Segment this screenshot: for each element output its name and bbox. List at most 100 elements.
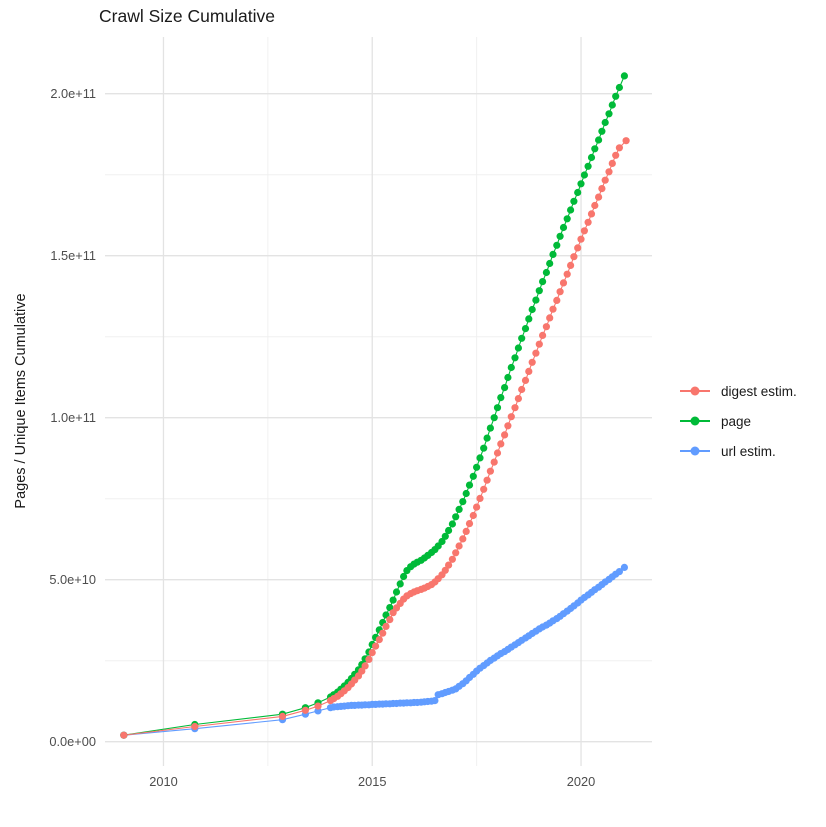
chart-title: Crawl Size Cumulative <box>99 6 276 26</box>
legend-item-digestestim: digest estim. <box>678 376 797 406</box>
data-point <box>525 315 533 323</box>
data-point <box>497 440 505 448</box>
data-point <box>567 261 575 269</box>
data-point <box>507 363 515 372</box>
legend-label: digest estim. <box>721 383 797 399</box>
data-point <box>608 101 616 109</box>
data-point <box>615 83 624 92</box>
y-tick-label: 0.0e+00 <box>49 734 96 749</box>
y-tick-label: 1.5e+11 <box>50 248 96 263</box>
data-point <box>598 127 606 135</box>
data-point <box>591 145 599 153</box>
data-point <box>528 358 536 366</box>
data-point <box>612 151 620 159</box>
data-point <box>539 278 547 286</box>
data-point <box>191 722 199 731</box>
data-point <box>577 235 585 243</box>
data-point <box>507 413 515 421</box>
data-point <box>518 334 526 342</box>
data-point <box>400 572 408 581</box>
legend-key-dot <box>690 386 700 396</box>
legend-key-icon <box>678 443 712 459</box>
data-point <box>574 188 582 197</box>
data-point <box>455 505 463 513</box>
legend-key-dot <box>690 446 700 456</box>
data-point <box>549 305 557 313</box>
data-point <box>459 498 467 506</box>
data-point <box>386 616 394 624</box>
data-point <box>542 323 551 331</box>
data-point <box>480 444 488 452</box>
data-point <box>490 458 498 466</box>
data-point <box>553 296 561 304</box>
data-point <box>368 649 376 657</box>
data-point <box>389 596 397 604</box>
data-point <box>459 535 467 543</box>
data-point <box>521 325 530 333</box>
data-point <box>473 503 481 511</box>
data-point <box>473 463 481 471</box>
legend-label: url estim. <box>721 443 776 459</box>
data-point <box>441 566 449 574</box>
y-tick-label: 1.0e+11 <box>50 410 96 425</box>
data-point <box>501 431 509 439</box>
data-point <box>480 485 488 493</box>
data-point <box>441 532 449 540</box>
data-point <box>486 424 494 432</box>
legend-key-icon <box>678 413 712 429</box>
data-point <box>535 287 543 295</box>
data-point <box>501 384 509 392</box>
data-point <box>546 259 554 268</box>
data-point <box>620 72 629 80</box>
data-point <box>598 185 606 193</box>
legend-label: page <box>721 413 752 429</box>
data-point <box>504 422 512 430</box>
data-point <box>532 296 540 304</box>
data-point <box>445 526 453 535</box>
data-point <box>615 144 624 152</box>
data-point <box>605 110 613 118</box>
data-point <box>462 527 470 536</box>
data-point <box>476 454 484 462</box>
data-point <box>591 201 599 210</box>
data-point <box>615 568 624 576</box>
data-point <box>587 153 596 162</box>
x-tick-label: 2010 <box>149 774 177 789</box>
data-point <box>379 629 387 637</box>
data-point <box>539 331 547 339</box>
data-point <box>490 414 498 422</box>
data-point <box>438 537 446 546</box>
legend: digest estim. page url estim. <box>678 376 797 466</box>
data-point <box>549 250 557 258</box>
data-point <box>469 511 477 520</box>
data-point <box>358 667 366 675</box>
data-point <box>455 542 463 550</box>
data-point <box>553 241 561 249</box>
data-point <box>622 137 630 145</box>
y-tick-label: 2.0e+11 <box>50 86 96 101</box>
data-point <box>448 555 456 563</box>
data-point <box>584 218 592 226</box>
data-point <box>278 712 287 721</box>
data-point <box>493 404 502 412</box>
data-point <box>563 270 571 278</box>
legend-key-dot <box>690 416 700 426</box>
data-point <box>483 476 491 484</box>
data-point <box>546 314 554 322</box>
data-point <box>511 354 519 362</box>
series-points-page <box>120 72 629 739</box>
data-point <box>382 622 390 631</box>
data-point <box>465 481 474 489</box>
data-point <box>514 344 523 352</box>
data-point <box>570 253 578 261</box>
data-point <box>559 223 568 232</box>
data-point <box>532 349 540 357</box>
data-point <box>577 180 585 188</box>
data-point <box>556 232 564 240</box>
data-point <box>580 171 589 179</box>
data-point <box>465 520 474 528</box>
data-point <box>452 549 460 557</box>
data-point <box>462 489 470 498</box>
